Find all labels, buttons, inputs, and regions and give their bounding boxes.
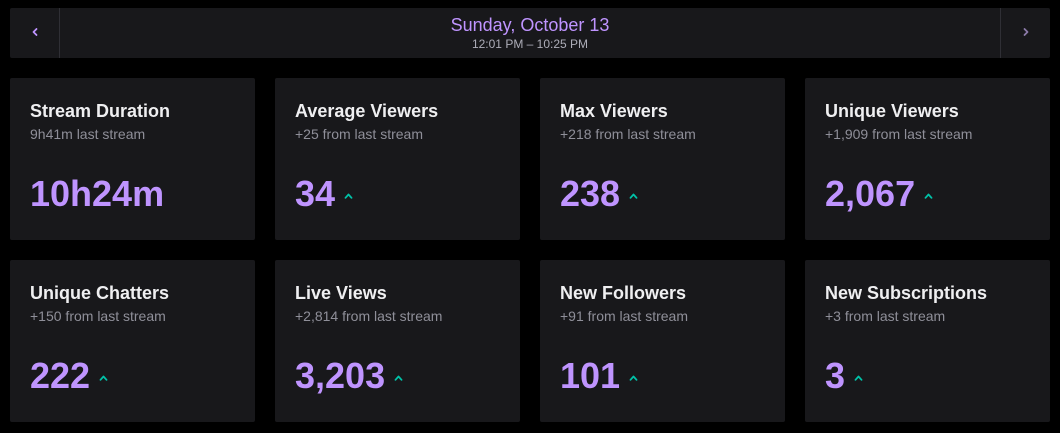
trend-up-icon <box>854 375 863 381</box>
trend-up-icon <box>924 193 933 199</box>
chevron-right-icon <box>1021 24 1031 42</box>
stat-value: 222 <box>30 355 91 396</box>
stream-date: Sunday, October 13 <box>450 15 610 35</box>
stat-value: 3 <box>825 355 846 396</box>
stream-time-range: 12:01 PM – 10:25 PM <box>471 37 589 51</box>
stat-comparison: +1,909 from last stream <box>825 126 973 142</box>
stat-comparison: +25 from last stream <box>295 126 423 142</box>
stat-value: 10h24m <box>30 173 165 214</box>
next-stream-button[interactable] <box>1000 8 1050 58</box>
stat-comparison: +218 from last stream <box>560 126 696 142</box>
stat-title: Average Viewers <box>295 101 439 121</box>
trend-up-icon <box>394 375 403 381</box>
stat-title: Max Viewers <box>560 101 668 121</box>
stat-title: Live Views <box>295 283 387 303</box>
date-navigator: Sunday, October 13 12:01 PM – 10:25 PM <box>10 8 1050 58</box>
stat-card-new-followers: New Followers +91 from last stream 101 <box>540 260 785 422</box>
stats-grid: Stream Duration 9h41m last stream 10h24m… <box>10 78 1050 422</box>
stat-card-live-views: Live Views +2,814 from last stream 3,203 <box>275 260 520 422</box>
chevron-left-icon <box>30 24 40 42</box>
stat-title: Unique Viewers <box>825 101 959 121</box>
trend-up-icon <box>99 375 108 381</box>
stat-title: Stream Duration <box>30 101 171 121</box>
stat-title: New Subscriptions <box>825 283 988 303</box>
stat-comparison: 9h41m last stream <box>30 126 146 142</box>
trend-up-icon <box>344 193 353 199</box>
stat-title: Unique Chatters <box>30 283 170 303</box>
stat-card-unique-viewers: Unique Viewers +1,909 from last stream 2… <box>805 78 1050 240</box>
trend-up-icon <box>629 375 638 381</box>
stat-comparison: +150 from last stream <box>30 308 166 324</box>
previous-stream-button[interactable] <box>10 8 60 58</box>
stat-card-unique-chatters: Unique Chatters +150 from last stream 22… <box>10 260 255 422</box>
stat-value: 3,203 <box>295 355 386 396</box>
stat-card-average-viewers: Average Viewers +25 from last stream 34 <box>275 78 520 240</box>
stat-value: 238 <box>560 173 621 214</box>
stat-value: 34 <box>295 173 336 214</box>
stat-card-new-subscriptions: New Subscriptions +3 from last stream 3 <box>805 260 1050 422</box>
stat-title: New Followers <box>560 283 687 303</box>
stat-value: 101 <box>560 355 621 396</box>
stat-comparison: +3 from last stream <box>825 308 946 324</box>
stat-comparison: +2,814 from last stream <box>295 308 443 324</box>
stat-card-stream-duration: Stream Duration 9h41m last stream 10h24m <box>10 78 255 240</box>
date-display: Sunday, October 13 12:01 PM – 10:25 PM <box>60 8 1000 58</box>
trend-up-icon <box>629 193 638 199</box>
stat-value: 2,067 <box>825 173 916 214</box>
stat-card-max-viewers: Max Viewers +218 from last stream 238 <box>540 78 785 240</box>
stat-comparison: +91 from last stream <box>560 308 688 324</box>
